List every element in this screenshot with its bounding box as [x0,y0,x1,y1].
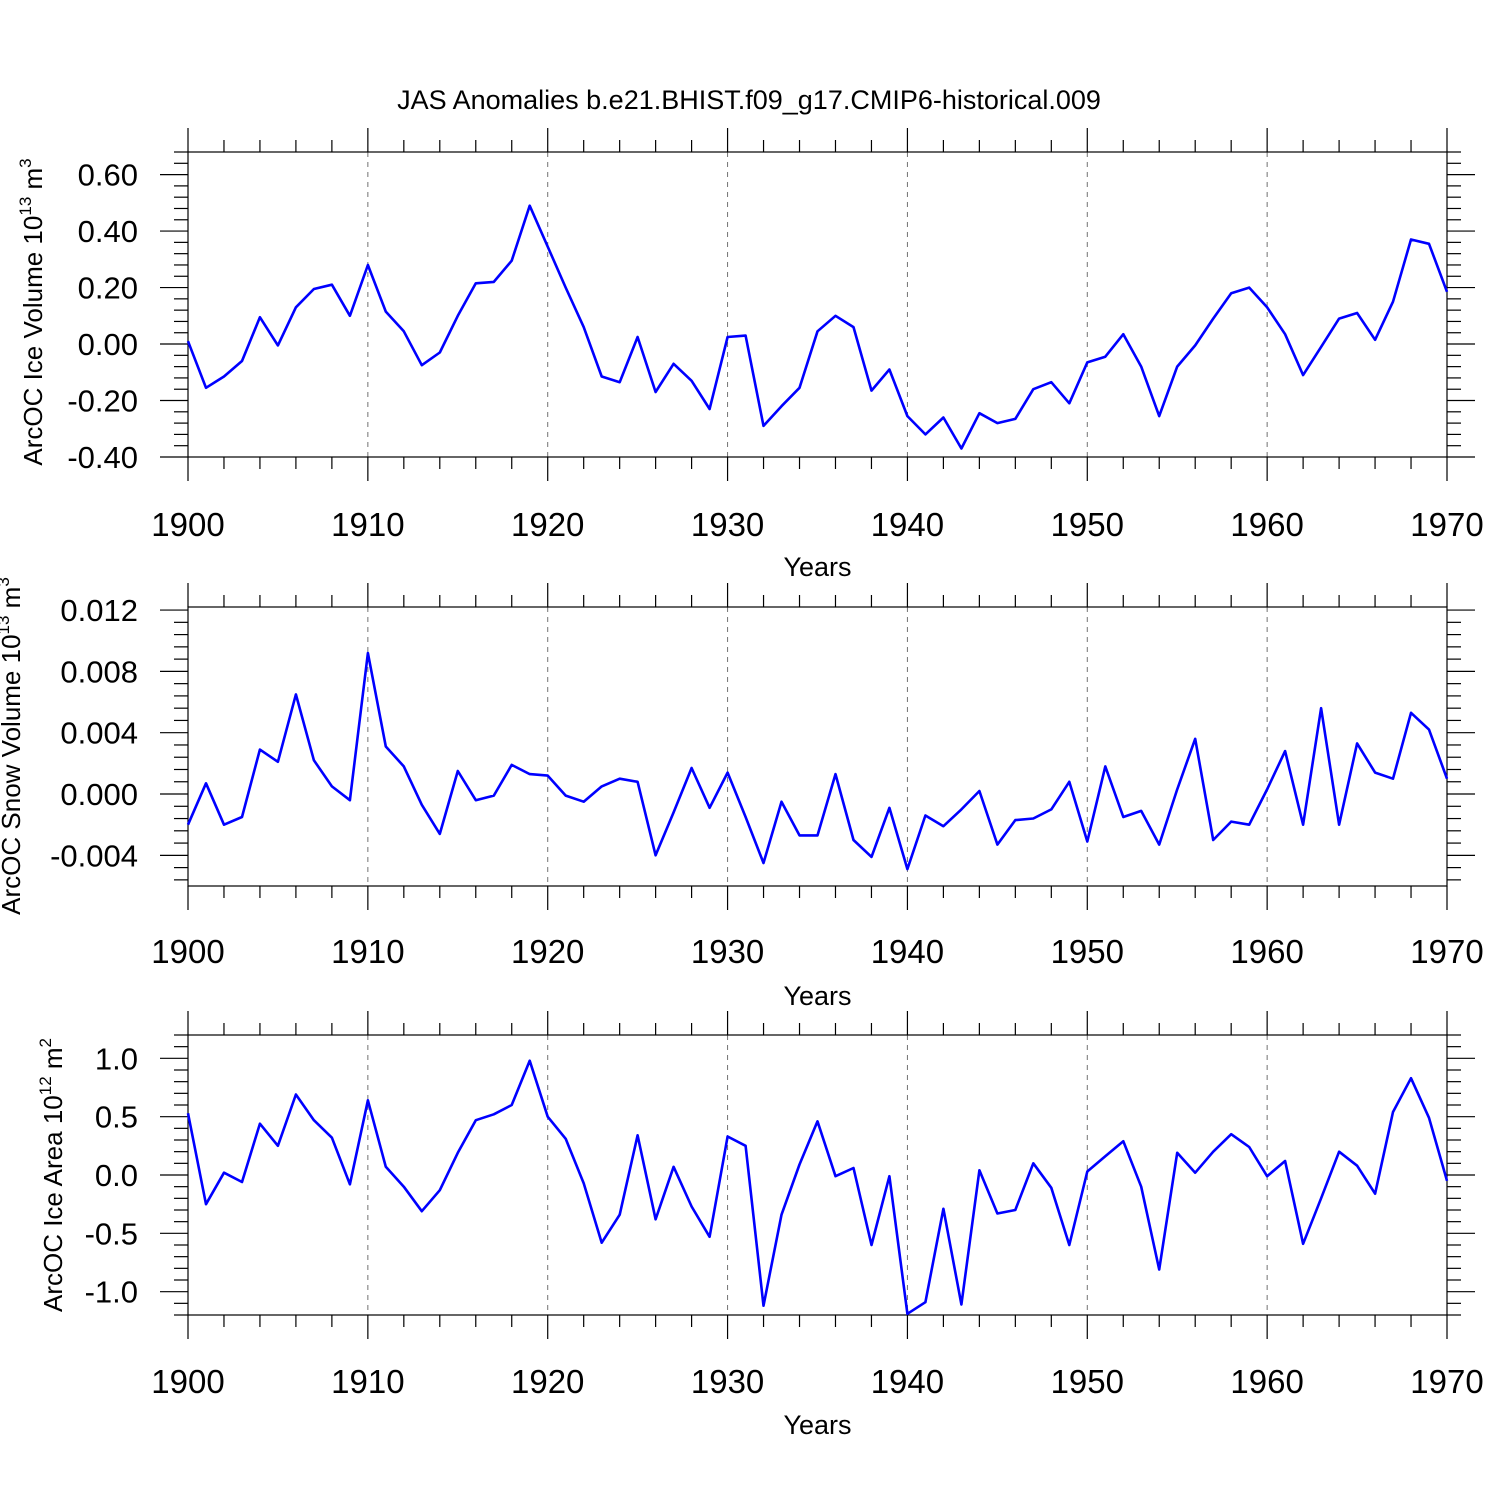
x-tick-label: 1900 [151,933,224,970]
y-tick-label: 0.008 [60,654,138,689]
x-axis-label: Years [783,1410,851,1440]
y-tick-label: 1.0 [95,1041,138,1076]
chart-panel-1: -0.40 -0.20 0.00 0.20 0.40 0.60 1900 1910 1920 19… [16,128,1484,582]
y-label-unit: m [38,1047,68,1076]
y-tick-label: -1.0 [85,1275,138,1310]
x-tick-label: 1920 [511,506,584,543]
y-tick-label: 0.5 [95,1100,138,1135]
x-tick-label: 1970 [1410,933,1483,970]
y-tick-label: 0.20 [78,271,138,306]
y-tick-label: 0.000 [60,777,138,812]
x-tick-label: 1930 [691,506,764,543]
y-label-unit-exp: 3 [0,577,13,586]
x-tick-label: 1960 [1230,506,1303,543]
x-tick-label: 1960 [1230,1363,1303,1400]
y-axis-label: ArcOC Ice Volume 1013 m3 [16,158,48,465]
y-label-exp: 13 [16,197,35,216]
x-tick-label: 1950 [1051,1363,1124,1400]
x-tick-label: 1920 [511,933,584,970]
x-axis-label: Years [783,552,851,582]
x-tick-label: 1900 [151,1363,224,1400]
y-tick-label: 0.40 [78,214,138,249]
y-tick-label: -0.5 [85,1216,138,1251]
y-axis-label: ArcOC Snow Volume 1013 m3 [0,577,26,915]
chart-title: JAS Anomalies b.e21.BHIST.f09_g17.CMIP6-… [397,85,1101,115]
chart-panel-3: -1.0 -0.5 0.0 0.5 1.0 1900 1910 1920 1930 1940 195… [36,1011,1484,1440]
y-tick-label: 0.00 [78,327,138,362]
x-tick-label: 1940 [871,933,944,970]
y-axis-label: ArcOC Ice Area 1012 m2 [36,1038,68,1312]
y-label-unit-exp: 2 [36,1038,55,1047]
y-label-main: ArcOC Ice Area 10 [38,1095,68,1312]
x-tick-label: 1910 [331,506,404,543]
y-label-unit-exp: 3 [16,158,35,167]
y-tick-label: -0.40 [67,440,138,475]
x-tick-label: 1940 [871,1363,944,1400]
y-label-main: ArcOC Ice Volume 10 [18,216,48,466]
series-line [186,204,1449,450]
y-tick-label: -0.004 [50,838,138,873]
series-line [186,651,1449,871]
x-tick-label: 1930 [691,933,764,970]
plot-frame [187,151,1448,458]
x-tick-label: 1940 [871,506,944,543]
y-tick-label: 0.012 [60,593,138,628]
y-label-main: ArcOC Snow Volume 10 [0,634,26,914]
y-label-exp: 12 [36,1076,55,1095]
plot-frame [187,1034,1448,1316]
x-tick-label: 1970 [1410,1363,1483,1400]
x-tick-label: 1910 [331,1363,404,1400]
x-tick-label: 1930 [691,1363,764,1400]
x-tick-label: 1950 [1051,506,1124,543]
y-tick-label: 0.004 [60,716,138,751]
series-line [186,1059,1449,1316]
y-label-exp: 13 [0,616,13,635]
x-tick-label: 1950 [1051,933,1124,970]
x-tick-label: 1960 [1230,933,1303,970]
x-tick-label: 1920 [511,1363,584,1400]
chart-panel-2: -0.004 0.000 0.004 0.008 0.012 1900 1910 1920 19… [0,577,1484,1011]
x-tick-label: 1900 [151,506,224,543]
x-axis-label: Years [783,981,851,1011]
y-tick-label: -0.20 [67,384,138,419]
y-label-unit: m [0,587,26,616]
y-tick-label: 0.0 [95,1158,138,1193]
y-tick-label: 0.60 [78,158,138,193]
x-tick-label: 1970 [1410,506,1483,543]
y-label-unit: m [18,168,48,197]
plot-frame [187,606,1448,887]
x-tick-label: 1910 [331,933,404,970]
